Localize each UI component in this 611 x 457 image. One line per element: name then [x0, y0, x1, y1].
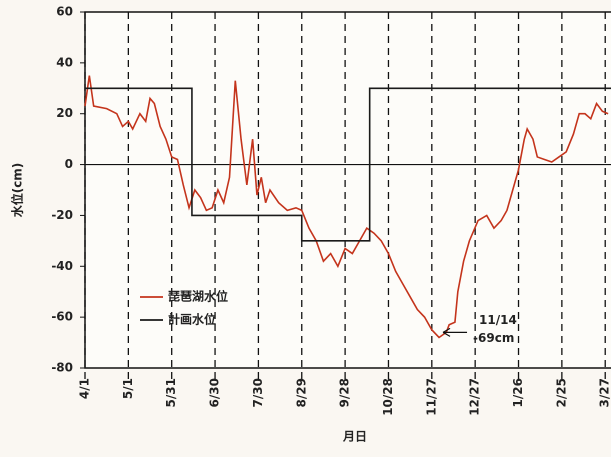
annotation-date: 11/14 — [479, 313, 517, 327]
y-tick-label: -60 — [51, 310, 73, 324]
series-line — [84, 75, 609, 339]
legend-label: 琵琶湖水位 — [168, 289, 228, 304]
x-axis-label: 月日 — [342, 430, 367, 444]
x-tick-label: 12/27 — [468, 378, 482, 416]
x-tick-label: 5/31 — [164, 378, 178, 407]
x-tick-label: 9/28 — [338, 378, 352, 407]
series-line — [85, 87, 611, 242]
x-tick-label: 6/30 — [208, 378, 222, 407]
x-tick-label: 4/1 — [78, 378, 92, 399]
y-tick-label: 0 — [65, 157, 73, 171]
legend-label: 計画水位 — [168, 312, 216, 327]
y-axis-label: 水位(cm) — [10, 163, 25, 218]
annotation-arrowhead — [442, 327, 451, 337]
y-tick-label: -80 — [51, 361, 73, 375]
x-tick-label: 10/28 — [381, 378, 395, 416]
x-tick-label: 7/30 — [251, 378, 265, 407]
x-tick-label: 1/26 — [511, 378, 525, 407]
y-tick-label: -40 — [51, 259, 73, 273]
y-tick-label: 40 — [56, 55, 73, 69]
annotation-value: -69cm — [473, 331, 514, 345]
y-tick-label: -20 — [51, 208, 73, 222]
x-tick-label: 5/1 — [121, 378, 135, 399]
x-tick-label: 11/27 — [424, 378, 438, 416]
x-tick-label: 2/25 — [554, 378, 568, 407]
x-tick-label: 8/29 — [294, 378, 308, 407]
y-tick-label: 20 — [56, 106, 73, 120]
x-tick-label: 3/27 — [598, 378, 611, 407]
y-tick-label: 60 — [56, 5, 73, 19]
plot-area — [84, 11, 611, 369]
